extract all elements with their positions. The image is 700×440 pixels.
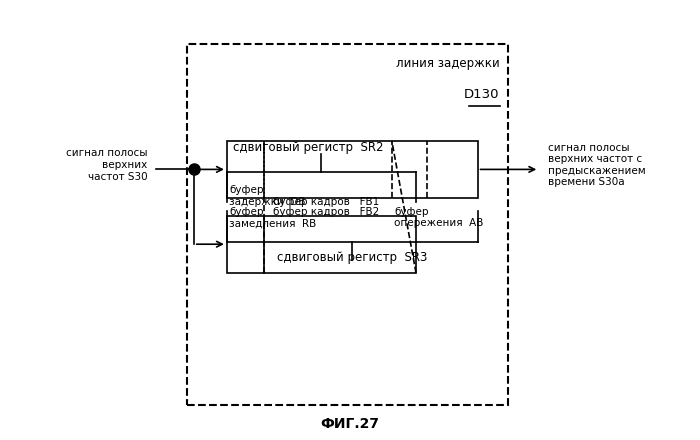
FancyBboxPatch shape bbox=[227, 141, 477, 198]
Text: буфер кадров   FB2: буфер кадров FB2 bbox=[273, 207, 379, 217]
Text: буфер
задержки  DB: буфер задержки DB bbox=[229, 185, 305, 207]
Text: буфер кадров   FB1: буфер кадров FB1 bbox=[273, 197, 379, 207]
Text: D130: D130 bbox=[464, 88, 500, 101]
Text: буфер
замедления  RB: буфер замедления RB bbox=[229, 207, 316, 228]
Text: ФИГ.27: ФИГ.27 bbox=[321, 417, 379, 431]
Text: буфер
опережения  AB: буфер опережения AB bbox=[394, 207, 484, 228]
Text: линия задержки: линия задержки bbox=[396, 57, 500, 70]
Text: сигнал полосы
верхних частот с
предыскажением
времени S30a: сигнал полосы верхних частот с предыскаж… bbox=[548, 143, 645, 187]
Text: сдвиговый регистр  SR2: сдвиговый регистр SR2 bbox=[233, 141, 384, 154]
Text: сдвиговый регистр  SR3: сдвиговый регистр SR3 bbox=[277, 251, 428, 264]
Text: сигнал полосы
верхних
частот S30: сигнал полосы верхних частот S30 bbox=[66, 148, 148, 182]
FancyBboxPatch shape bbox=[227, 216, 416, 273]
